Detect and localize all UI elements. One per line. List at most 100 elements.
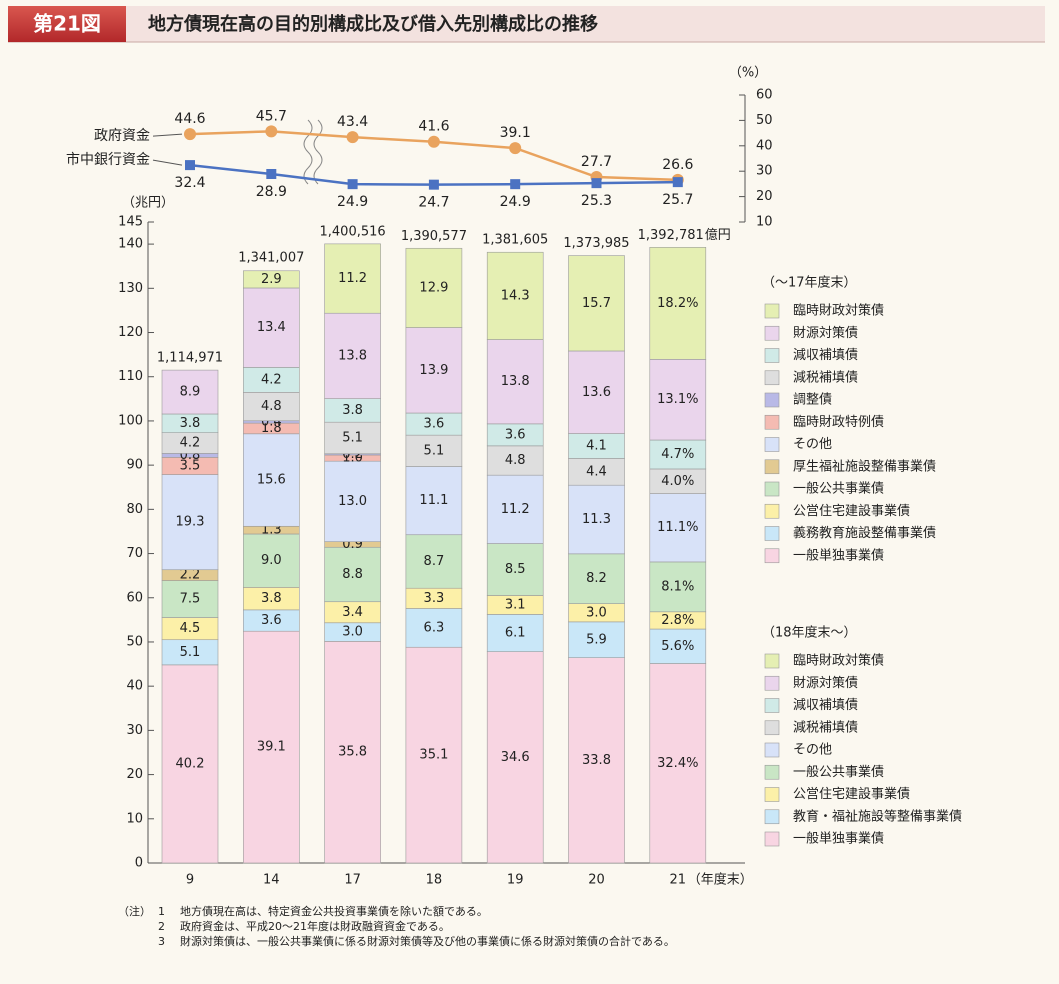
total-label: 1,390,577 <box>401 229 467 244</box>
legend-title: （18年度末～） <box>762 625 857 641</box>
legend-label: 減税補填債 <box>793 719 858 735</box>
segment-label: 3.6 <box>505 427 526 442</box>
x-tick-label: 9 <box>186 873 194 888</box>
marker <box>427 135 440 148</box>
legend-label: 公営住宅建設事業債 <box>793 503 910 519</box>
legend-swatch <box>764 548 780 564</box>
legend-swatch <box>764 720 780 736</box>
chart-title: 地方債現在高の目的別構成比及び借入先別構成比の推移 <box>148 13 598 35</box>
bar-segment <box>486 251 544 340</box>
legend-swatch <box>764 370 780 386</box>
data-label: 32.4 <box>174 175 205 191</box>
bar-segment <box>161 580 219 618</box>
legend-swatch <box>764 698 780 713</box>
series-name: 市中銀行資金 <box>66 151 150 168</box>
legend-label: 義務教育施設整備事業債 <box>793 525 936 541</box>
segment-label: 4.2 <box>180 436 201 451</box>
data-label: 39.1 <box>500 125 531 141</box>
y-tick-label: 130 <box>118 281 143 296</box>
bar-segment <box>243 433 300 527</box>
data-label: 27.7 <box>581 154 612 170</box>
y-tick-label: 20 <box>126 767 143 782</box>
bar-segment <box>486 651 544 864</box>
marker <box>346 131 359 144</box>
segment-label: 33.8 <box>582 753 611 768</box>
segment-label: 13.0 <box>338 494 367 509</box>
segment-label: 1.8 <box>261 421 282 436</box>
marker <box>185 160 195 171</box>
legend-swatch <box>764 303 780 319</box>
segment-label: 13.8 <box>338 348 367 363</box>
legend-label: 一般単独事業債 <box>793 547 884 563</box>
bar-segment <box>568 621 625 659</box>
segment-label: 3.4 <box>342 605 363 620</box>
bar-segment <box>649 359 707 441</box>
legend-title: （～17年度末） <box>762 275 857 291</box>
y-tick-label: 70 <box>126 546 143 561</box>
note-text: 財源対策債は、一般公共事業債に係る財源対策債等及び他の事業債に係る財源対策債の合… <box>180 934 675 948</box>
segment-label: 8.1% <box>661 579 694 594</box>
y-tick-label: 80 <box>126 502 143 517</box>
y2-tick-label: 10 <box>756 215 773 230</box>
legend-label: 教育・福祉施設等整備事業債 <box>793 808 962 824</box>
note-number: 1 <box>158 905 165 918</box>
bar-segment <box>486 614 544 652</box>
bar-segment <box>243 367 300 393</box>
x-tick-label: 17 <box>344 873 361 888</box>
segment-label: 4.4 <box>586 464 607 479</box>
segment-label: 32.4% <box>657 756 698 771</box>
segment-label: 5.9 <box>586 632 607 647</box>
segment-label: 11.1 <box>419 493 448 508</box>
segment-label: 5.1 <box>342 430 363 445</box>
legend-swatch <box>764 809 780 825</box>
segment-label: 3.1 <box>505 597 526 612</box>
bar-segment <box>161 639 219 666</box>
segment-label: 2.2 <box>180 568 201 583</box>
bar-segment <box>568 553 625 604</box>
legend-swatch <box>764 503 780 519</box>
bar-segment <box>405 608 463 648</box>
x-tick-label: 19 <box>507 873 524 888</box>
segment-label: 3.8 <box>180 416 201 431</box>
segment-label: 3.0 <box>342 625 363 640</box>
legend-swatch <box>764 348 780 363</box>
segment-label: 3.3 <box>424 591 445 606</box>
legend-label: 臨時財政対策債 <box>793 303 884 319</box>
bar-segment <box>243 630 300 864</box>
bar-segment <box>161 474 219 571</box>
bar-segment <box>243 392 300 422</box>
legend-label: 公営住宅建設事業債 <box>793 786 910 802</box>
bar-segment <box>405 534 463 589</box>
legend-swatch <box>764 459 780 475</box>
segment-label: 11.3 <box>582 512 611 527</box>
segment-label: 4.2 <box>261 372 282 387</box>
legend-label: 減収補填債 <box>793 697 858 713</box>
bar-segment <box>568 350 625 434</box>
data-label: 25.7 <box>662 192 693 208</box>
bar-segment <box>324 243 381 314</box>
y-tick-label: 50 <box>126 634 143 649</box>
y2-tick-label: 20 <box>756 189 773 204</box>
y-tick-label: 60 <box>126 590 143 605</box>
bar-segment <box>649 468 707 494</box>
segment-label: 2.9 <box>261 272 282 287</box>
segment-label: 35.1 <box>419 748 448 763</box>
segment-label: 11.1% <box>657 520 698 535</box>
segment-label: 3.0 <box>586 605 607 620</box>
segment-label: 3.6 <box>261 613 282 628</box>
legend-label: 臨時財政対策債 <box>793 653 884 669</box>
y-tick-label: 145 <box>118 215 143 230</box>
note-text: 地方債現在高は、特定資金公共投資事業債を除いた額である。 <box>180 904 488 918</box>
segment-label: 18.2% <box>657 296 698 311</box>
segment-label: 4.7% <box>661 447 694 462</box>
bar-segment <box>324 312 381 399</box>
legend-label: 一般単独事業債 <box>793 831 884 847</box>
y2-tick-label: 60 <box>756 88 773 103</box>
y-tick-label: 100 <box>118 413 143 428</box>
series-name: 政府資金 <box>94 128 150 144</box>
total-label: 1,381,605 <box>482 233 548 248</box>
y-tick-label: 10 <box>126 811 143 826</box>
legend-label: その他 <box>793 743 832 758</box>
bar-segment <box>649 628 707 664</box>
bar-segment <box>405 646 463 864</box>
